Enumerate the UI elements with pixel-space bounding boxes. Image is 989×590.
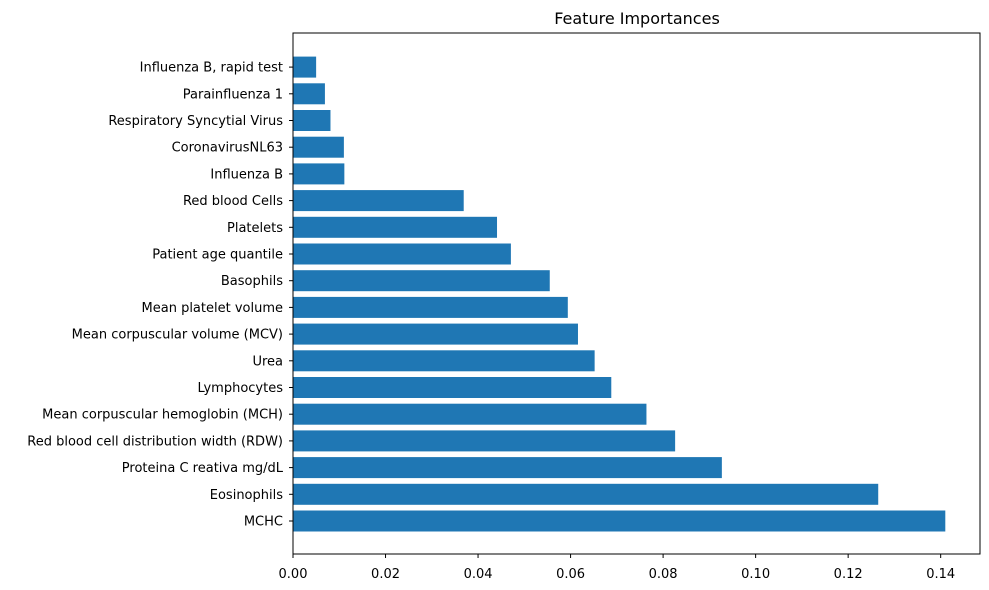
- bar: [293, 56, 317, 78]
- y-tick-label: Mean platelet volume: [142, 301, 283, 316]
- plot-frame: [292, 32, 981, 555]
- x-tick-label: 0.02: [371, 567, 400, 582]
- y-tick-label: Patient age quantile: [152, 248, 283, 263]
- y-tick-labels: MCHC Eosinophils Proteina C reativa mg/dL R…: [27, 61, 293, 530]
- bar: [293, 163, 345, 185]
- y-tick-label: Eosinophils: [210, 488, 283, 503]
- bar: [293, 136, 344, 158]
- x-tick-label: 0.06: [556, 567, 585, 582]
- y-tick-label: Basophils: [221, 274, 283, 289]
- y-tick-label: Proteina C reativa mg/dL: [122, 461, 284, 476]
- x-tick-label: 0.08: [649, 567, 678, 582]
- bar: [293, 243, 511, 265]
- y-tick-label: Respiratory Syncytial Virus: [108, 114, 283, 129]
- y-tick-label: Urea: [252, 354, 283, 369]
- bar: [293, 510, 946, 532]
- bars-layer: [293, 56, 946, 532]
- y-tick-label: Mean corpuscular volume (MCV): [72, 328, 283, 343]
- bar: [293, 110, 331, 131]
- y-tick-label: Platelets: [227, 221, 283, 236]
- x-tick-label: 0.04: [464, 567, 493, 582]
- y-tick-label: Influenza B: [210, 167, 283, 182]
- y-tick-label: Influenza B, rapid test: [140, 61, 283, 76]
- y-tick-label: Parainfluenza 1: [183, 87, 283, 102]
- bar: [293, 83, 325, 105]
- y-tick-label: CoronavirusNL63: [172, 141, 283, 156]
- y-tick-label: Red blood cell distribution width (RDW): [27, 434, 283, 449]
- bar: [293, 190, 464, 212]
- bar: [293, 403, 647, 425]
- bar: [293, 296, 568, 318]
- x-tick-label: 0.10: [741, 567, 770, 582]
- bar: [293, 457, 722, 479]
- bar: [293, 323, 578, 345]
- bar: [293, 350, 595, 372]
- y-tick-label: Mean corpuscular hemoglobin (MCH): [42, 408, 283, 423]
- x-tick-label: 0.14: [926, 567, 955, 582]
- y-tick-label: Lymphocytes: [197, 381, 283, 396]
- y-tick-label: Red blood Cells: [183, 194, 283, 209]
- x-tick-label: 0.12: [834, 567, 863, 582]
- bar: [293, 377, 612, 398]
- bar: [293, 270, 550, 292]
- x-tick-label: 0.00: [279, 567, 308, 582]
- x-axis: 0.00 0.02 0.04 0.06 0.08 0.10 0.12 0.14: [279, 554, 955, 582]
- y-tick-label: MCHC: [244, 515, 283, 530]
- bar: [293, 216, 498, 238]
- bar: [293, 430, 676, 452]
- bar: [293, 483, 879, 505]
- chart-title: Feature Importances: [554, 9, 720, 28]
